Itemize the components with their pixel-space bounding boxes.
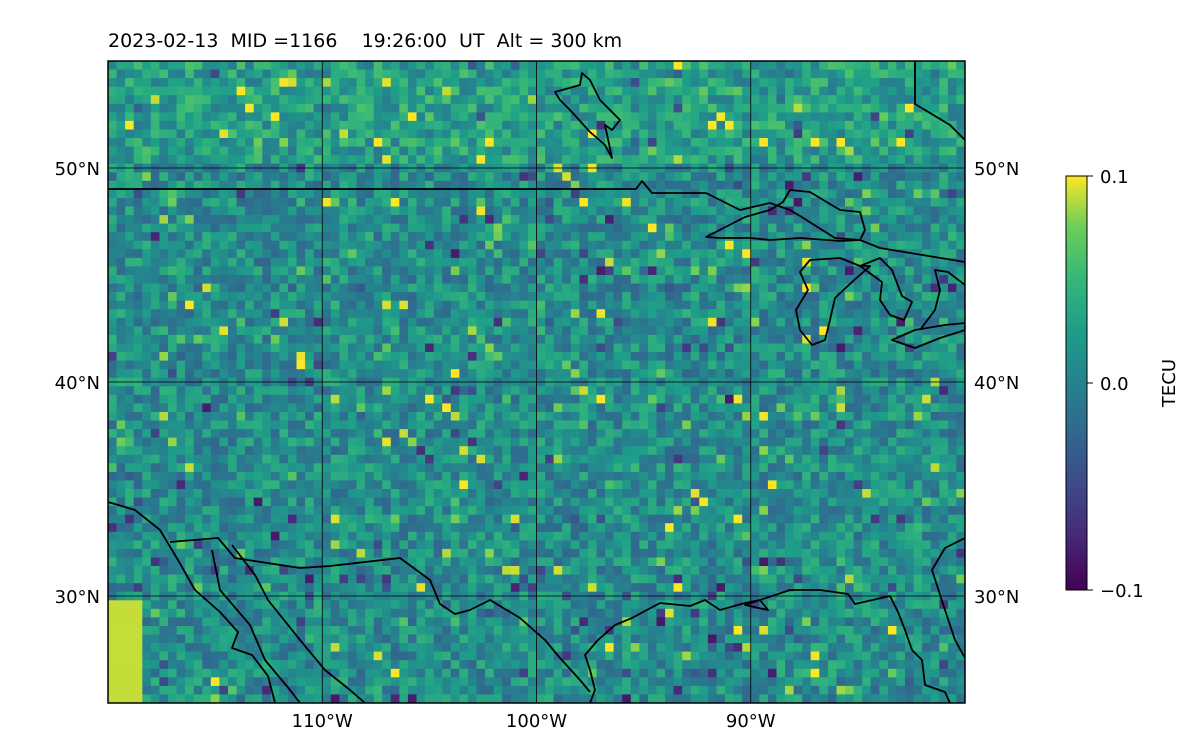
us-mexico-border [169,537,591,693]
lon-label: 90°W [726,711,776,732]
graticule [108,61,965,703]
florida-peninsula [931,537,965,659]
lat-label-right: 30°N [974,587,1019,608]
colorbar-gradient [1065,175,1088,591]
colorbar-tick-label: 0.1 [1100,167,1129,188]
colorbar-tick-label: −0.1 [1100,581,1144,602]
lake-ontario-shore [919,269,965,331]
lat-label-right: 40°N [974,373,1019,394]
colorbar-ticks: 0.1 0.0 −0.1 [1087,167,1144,602]
lake-huron [859,257,913,321]
map-title: 2023-02-13 MID =1166 19:26:00 UT Alt = 3… [108,30,623,52]
lat-label-right: 50°N [974,159,1019,180]
colorbar-label: TECU [1159,359,1180,408]
longitude-labels: 110°W 100°W 90°W [292,711,776,732]
hudson-bay-island [554,72,621,159]
colorbar-tick-label: 0.0 [1100,374,1129,395]
baja-california [108,501,276,703]
lake-superior [705,189,866,242]
latitude-labels-right: 50°N 40°N 30°N [974,159,1019,608]
lat-label-left: 40°N [55,373,100,394]
lon-label: 110°W [292,711,353,732]
tec-heatmap [108,61,965,703]
gulf-coast [584,589,951,703]
colorbar: 0.1 0.0 −0.1 TECU [1065,167,1180,602]
northeast-coast [914,61,965,141]
mexico-pacific-coast [211,549,301,703]
gulf-of-california-shore [231,544,366,703]
coastlines-and-borders [108,61,965,703]
lat-label-left: 50°N [55,159,100,180]
lat-label-left: 30°N [55,587,100,608]
lon-label: 100°W [506,711,567,732]
lake-michigan [795,257,871,346]
latitude-labels-left: 50°N 40°N 30°N [55,159,100,608]
map-frame [107,60,966,704]
